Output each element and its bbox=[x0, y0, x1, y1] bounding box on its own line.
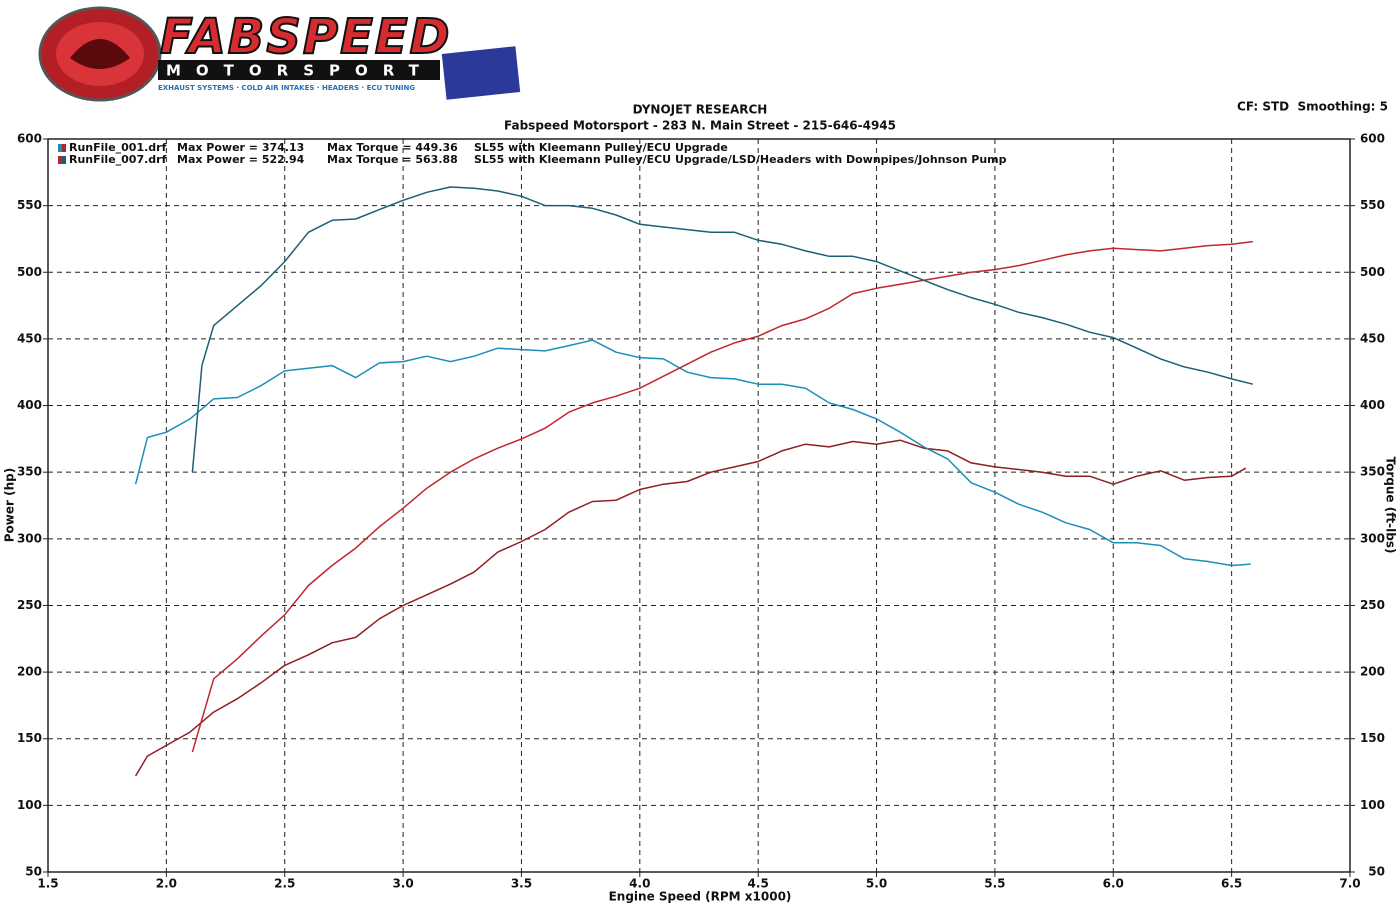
legend-swatch bbox=[62, 144, 66, 152]
y2-tick-label: 550 bbox=[1360, 198, 1385, 212]
y2-tick-label: 500 bbox=[1360, 265, 1385, 279]
y-tick-label: 300 bbox=[17, 531, 42, 545]
legend-torque: Max Torque = 449.36 bbox=[327, 141, 458, 154]
y2-tick-label: 150 bbox=[1360, 731, 1385, 745]
logo-bird bbox=[70, 39, 130, 69]
x-tick-label: 2.5 bbox=[274, 877, 295, 891]
logo-brand: FABSPEED bbox=[160, 9, 452, 65]
legend-description: SL55 with Kleemann Pulley/ECU Upgrade/LS… bbox=[474, 153, 1007, 166]
y-tick-label: 450 bbox=[17, 331, 42, 345]
x-tick-label: 2.0 bbox=[156, 877, 177, 891]
logo-tagline: EXHAUST SYSTEMS · COLD AIR INTAKES · HEA… bbox=[158, 84, 415, 92]
x-tick-label: 5.0 bbox=[866, 877, 887, 891]
y-tick-label: 350 bbox=[17, 465, 42, 479]
y2-tick-label: 250 bbox=[1360, 598, 1385, 612]
y-tick-label: 50 bbox=[25, 865, 42, 879]
logo: FABSPEED MOTORSPORT EXHAUST SYSTEMS · CO… bbox=[38, 6, 521, 102]
x-tick-label: 4.0 bbox=[629, 877, 650, 891]
chart-subtitle: Fabspeed Motorsport - 283 N. Main Street… bbox=[504, 119, 896, 133]
x-tick-label: 4.5 bbox=[748, 877, 769, 891]
x-tick-label: 1.5 bbox=[37, 877, 58, 891]
legend-file: RunFile_001.drf bbox=[69, 141, 167, 154]
y2-tick-label: 50 bbox=[1368, 865, 1385, 879]
chart-title: DYNOJET RESEARCH bbox=[633, 103, 768, 117]
y2-tick-label: 400 bbox=[1360, 398, 1385, 412]
logo-bar bbox=[158, 60, 440, 80]
logo-flag bbox=[441, 46, 521, 100]
y2-tick-label: 600 bbox=[1360, 132, 1385, 146]
x-tick-label: 6.0 bbox=[1103, 877, 1124, 891]
x-tick-label: 7.0 bbox=[1339, 877, 1360, 891]
legend-torque: Max Torque = 563.88 bbox=[327, 153, 458, 166]
y-tick-label: 150 bbox=[17, 731, 42, 745]
settings-label: CF: STD Smoothing: 5 bbox=[1237, 100, 1388, 114]
y-tick-label: 200 bbox=[17, 665, 42, 679]
legend-power: Max Power = 522.94 bbox=[177, 153, 305, 166]
legend-file: RunFile_007.drf bbox=[69, 153, 167, 166]
y2-axis-label: Torque (ft-lbs) bbox=[1384, 457, 1398, 554]
x-tick-label: 3.0 bbox=[392, 877, 413, 891]
y2-tick-label: 450 bbox=[1360, 331, 1385, 345]
series-line bbox=[191, 186, 1254, 473]
series-line bbox=[134, 339, 1251, 567]
y-axis-label: Power (hp) bbox=[3, 468, 17, 542]
x-tick-label: 5.5 bbox=[984, 877, 1005, 891]
y2-tick-label: 300 bbox=[1360, 531, 1385, 545]
y-tick-label: 400 bbox=[17, 398, 42, 412]
logo-subbrand: MOTORSPORT bbox=[166, 62, 434, 80]
series-line bbox=[134, 439, 1247, 777]
x-axis-label: Engine Speed (RPM x1000) bbox=[609, 890, 792, 904]
y-tick-label: 100 bbox=[17, 798, 42, 812]
y2-tick-label: 350 bbox=[1360, 465, 1385, 479]
x-tick-label: 3.5 bbox=[511, 877, 532, 891]
y-tick-label: 600 bbox=[17, 132, 42, 146]
y-tick-label: 250 bbox=[17, 598, 42, 612]
legend-description: SL55 with Kleemann Pulley/ECU Upgrade bbox=[474, 141, 728, 154]
x-tick-label: 6.5 bbox=[1221, 877, 1242, 891]
y2-tick-label: 200 bbox=[1360, 665, 1385, 679]
y-tick-label: 550 bbox=[17, 198, 42, 212]
legend-swatch bbox=[62, 156, 66, 164]
series-line bbox=[191, 240, 1253, 753]
y-tick-label: 500 bbox=[17, 265, 42, 279]
legend-power: Max Power = 374.13 bbox=[177, 141, 304, 154]
y2-tick-label: 100 bbox=[1360, 798, 1385, 812]
plot-frame bbox=[47, 138, 1351, 873]
